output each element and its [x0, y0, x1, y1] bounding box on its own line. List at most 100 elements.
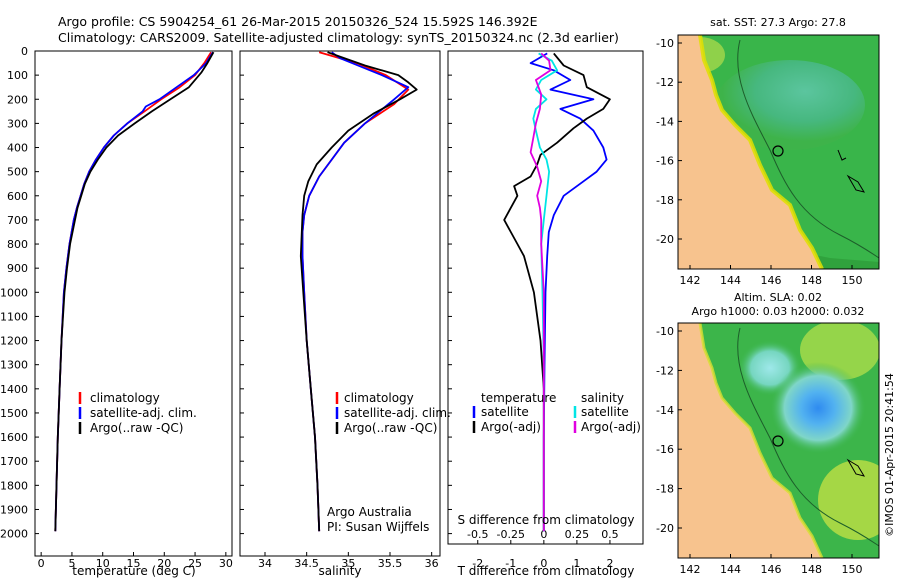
depth-tick-label: 1000: [0, 286, 28, 299]
x-tick-label: 35.5: [378, 557, 403, 570]
sla-reef-icon: [846, 458, 866, 477]
x-tick-top-label: -0.5: [467, 528, 488, 541]
legend-satellite: satellite-adj. clim.: [344, 406, 451, 420]
map-lat-label: -14: [656, 404, 674, 417]
depth-tick-label: 500: [7, 166, 28, 179]
x-tick-label: 34: [258, 557, 272, 570]
series-line-2: [54, 51, 215, 532]
sst-map: [678, 35, 879, 269]
difference-xlabel-top: S difference from climatology: [458, 513, 635, 527]
sla-coastline: [698, 323, 824, 558]
series-line-3: [529, 52, 552, 532]
map-lat-label: -12: [656, 364, 674, 377]
x-tick-label: 10: [96, 557, 110, 570]
map-lon-label: 148: [801, 563, 822, 576]
depth-axis: 0 100 200 300 400 500 600 700 800 900 1000 1100 1200…: [0, 45, 452, 541]
difference-panel-frame: [447, 50, 644, 545]
series-line-1: [503, 52, 611, 532]
x-tick-top-label: 0: [540, 528, 547, 541]
x-tick-label: 0: [38, 557, 45, 570]
map-lat-label: -18: [656, 194, 674, 207]
sst-reef-icon: [846, 174, 866, 193]
map-lon-label: 150: [842, 563, 863, 576]
sla-land: [678, 323, 822, 558]
depth-tick-label: 1100: [0, 310, 28, 323]
sst-cool-patch: [715, 60, 865, 150]
x-tick-label: 0: [540, 557, 547, 570]
map-lon-label: 142: [680, 274, 701, 287]
map-lon-label: 142: [680, 563, 701, 576]
legend-t-satellite: satellite: [481, 405, 529, 419]
sst-map-title: sat. SST: 27.3 Argo: 27.8: [710, 16, 846, 29]
x-tick-label: -2: [472, 557, 483, 570]
map-lon-label: 148: [801, 274, 822, 287]
legend-s-satellite: satellite: [581, 405, 629, 419]
map-lat-label: -10: [656, 325, 674, 338]
difference-xlabel: T difference from climatology: [457, 564, 635, 578]
sst-map-frame: [677, 34, 880, 270]
x-tick-label: 1: [573, 557, 580, 570]
map-lat-label: -16: [656, 443, 674, 456]
x-tick-top-label: -0.25: [497, 528, 525, 541]
series-line-0: [301, 51, 410, 532]
depth-tick-label: 900: [7, 262, 28, 275]
legend-s-argo: Argo(-adj): [581, 420, 641, 434]
x-tick-label: 30: [219, 557, 233, 570]
map-lon-label: 144: [720, 274, 741, 287]
depth-tick-label: 1500: [0, 407, 28, 420]
depth-tick-label: 2000: [0, 528, 28, 541]
header-line-1: Argo profile: CS 5904254_61 26-Mar-2015 …: [58, 14, 538, 29]
x-tick-label: 36: [425, 557, 439, 570]
salinity-chart: 34 34.5 35 35.5 36: [258, 51, 439, 570]
x-tick-label: 2: [606, 557, 613, 570]
series-line-2: [532, 52, 558, 532]
legend-argo: Argo(..raw -QC): [90, 421, 183, 435]
imos-timestamp: ©IMOS 01-Apr-2015 20:41:54: [883, 373, 896, 537]
legend-temperature-title: temperature: [481, 391, 556, 405]
depth-tick-label: 300: [7, 117, 28, 130]
x-tick-top-label: 0.5: [601, 528, 619, 541]
legend-climatology: climatology: [90, 391, 160, 405]
map-lat-label: -12: [656, 76, 674, 89]
sst-isobath: [737, 39, 879, 259]
depth-tick-label: 200: [7, 93, 28, 106]
sla-axis-ticks: -10 -12 -14 -16 -18 -20 142 144 146 148 150: [656, 325, 862, 576]
depth-tick-label: 1700: [0, 455, 28, 468]
sst-axis-ticks: -10 -12 -14 -16 -18 -20 142 144 146 148 150: [656, 37, 862, 287]
sst-reef-icon: [837, 149, 847, 161]
temperature-chart: 0 5 10 15 20 25 30: [38, 51, 233, 570]
map-lon-label: 146: [761, 563, 782, 576]
x-tick-label: -1: [505, 557, 516, 570]
difference-chart: -2 -1 0 1 2 -0.5 -0.25 0 0.25 0.5: [467, 52, 619, 570]
sla-map-frame: [677, 322, 880, 559]
sla-isobath: [737, 327, 879, 547]
sla-map: [678, 323, 879, 558]
map-lon-label: 146: [761, 274, 782, 287]
sst-argo-marker: [772, 145, 784, 157]
map-lat-label: -18: [656, 483, 674, 496]
depth-tick-label: 700: [7, 214, 28, 227]
x-tick-top-label: 0.25: [565, 528, 590, 541]
series-line-2: [299, 51, 418, 532]
depth-tick-label: 1300: [0, 359, 28, 372]
legend-salinity-title: salinity: [581, 391, 624, 405]
sla-map-title-1: Altim. SLA: 0.02: [734, 291, 822, 304]
map-lat-label: -20: [656, 522, 674, 535]
temperature-xlabel: temperature (deg C): [72, 564, 195, 578]
depth-tick-label: 100: [7, 69, 28, 82]
depth-tick-label: 1600: [0, 431, 28, 444]
depth-tick-label: 1900: [0, 503, 28, 516]
map-lat-label: -16: [656, 155, 674, 168]
map-lon-label: 150: [842, 274, 863, 287]
map-lat-label: -14: [656, 115, 674, 128]
x-tick-label: 15: [127, 557, 141, 570]
depth-tick-label: 400: [7, 142, 28, 155]
series-line-0: [529, 52, 608, 532]
x-tick-label: 20: [157, 557, 171, 570]
x-tick-label: 35: [341, 557, 355, 570]
map-lon-label: 144: [720, 563, 741, 576]
depth-tick-label: 0: [21, 45, 28, 58]
x-tick-label: 5: [68, 557, 75, 570]
legend-argo: Argo(..raw -QC): [344, 421, 437, 435]
